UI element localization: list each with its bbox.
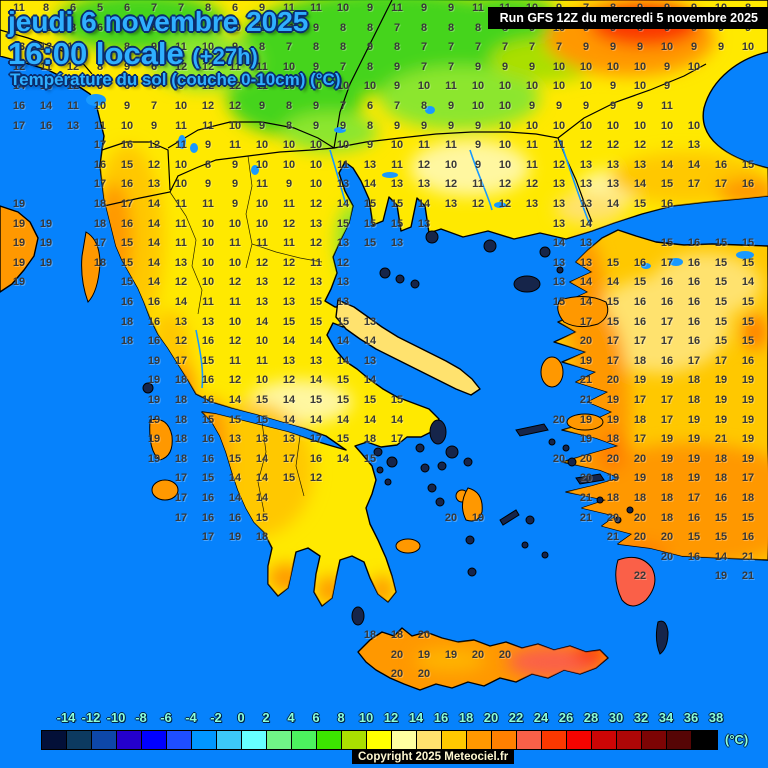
scale-color-box <box>217 731 242 749</box>
scale-color-box <box>492 731 517 749</box>
scale-color-box <box>442 731 467 749</box>
scale-color-box <box>292 731 317 749</box>
scale-tick-label: 2 <box>262 710 270 725</box>
scale-color-box <box>592 731 617 749</box>
scale-color-box <box>142 731 167 749</box>
scale-tick-label: 32 <box>633 710 649 725</box>
scale-tick-label: -12 <box>81 710 101 725</box>
scale-color-box <box>417 731 442 749</box>
scale-color-box <box>692 731 717 749</box>
scale-tick-label: 20 <box>483 710 499 725</box>
scale-tick-label: -14 <box>56 710 76 725</box>
rivers <box>195 139 591 389</box>
scale-tick-label: 28 <box>583 710 599 725</box>
scale-tick-label: 26 <box>558 710 574 725</box>
parameter-title: Température du sol (couche 0-10cm) (°C) <box>10 70 341 89</box>
scale-tick-label: 16 <box>433 710 449 725</box>
region-borders <box>169 155 323 513</box>
valid-time: 16:00 locale <box>8 36 184 71</box>
scale-tick-label: 18 <box>458 710 474 725</box>
scale-color-box <box>117 731 142 749</box>
scale-color-box <box>342 731 367 749</box>
forecast-offset: (+27h) <box>192 44 258 69</box>
valid-time-title: 16:00 locale (+27h) <box>8 36 258 72</box>
scale-tick-label: 14 <box>408 710 424 725</box>
lakes <box>86 94 754 269</box>
islands <box>81 230 669 655</box>
scale-tick-label: 0 <box>237 710 245 725</box>
scale-color-box <box>542 731 567 749</box>
scale-tick-label: 34 <box>658 710 674 725</box>
scale-tick-label: 6 <box>312 710 320 725</box>
scale-tick-label: 38 <box>708 710 724 725</box>
scale-labels: -14 -12 -10 -8 -6 -4 -2 0 2 4 6 8 10 12 14 16 18 20 22 24 26… <box>41 710 724 726</box>
scale-tick-label: 12 <box>383 710 399 725</box>
date-title: jeudi 6 novembre 2025 <box>8 6 309 37</box>
scale-unit: (°C) <box>725 732 749 747</box>
scale-colorbar <box>41 730 718 750</box>
scale-color-box <box>317 731 342 749</box>
scale-tick-label: 30 <box>608 710 624 725</box>
scale-tick-label: 24 <box>533 710 549 725</box>
scale-color-box <box>617 731 642 749</box>
scale-color-box <box>517 731 542 749</box>
scale-color-box <box>467 731 492 749</box>
scale-tick-label: -4 <box>185 710 197 725</box>
scale-tick-label: -10 <box>106 710 126 725</box>
scale-tick-label: 22 <box>508 710 524 725</box>
scale-color-box <box>42 731 67 749</box>
copyright: Copyright 2025 Meteociel.fr <box>352 750 515 764</box>
scale-tick-label: 4 <box>287 710 295 725</box>
scale-tick-label: -2 <box>210 710 222 725</box>
scale-color-box <box>267 731 292 749</box>
scale-color-box <box>392 731 417 749</box>
scale-tick-label: 36 <box>683 710 699 725</box>
scale-tick-label: 10 <box>358 710 374 725</box>
scale-color-box <box>367 731 392 749</box>
scale-color-box <box>67 731 92 749</box>
scale-color-box <box>567 731 592 749</box>
scale-color-box <box>667 731 692 749</box>
temperature-scale: -14 -12 -10 -8 -6 -4 -2 0 2 4 6 8 10 12 14 16 18 20 22 24 26… <box>41 710 748 752</box>
scale-tick-label: -8 <box>135 710 147 725</box>
scale-tick-label: 8 <box>337 710 345 725</box>
scale-color-box <box>167 731 192 749</box>
scale-tick-label: -6 <box>160 710 172 725</box>
italy-heel <box>0 205 39 293</box>
evia-island <box>335 299 481 396</box>
scale-color-box <box>192 731 217 749</box>
scale-color-box <box>642 731 667 749</box>
model-run-info: Run GFS 12Z du mercredi 5 novembre 2025 <box>487 7 768 29</box>
scale-color-box <box>92 731 117 749</box>
scale-color-box <box>242 731 267 749</box>
